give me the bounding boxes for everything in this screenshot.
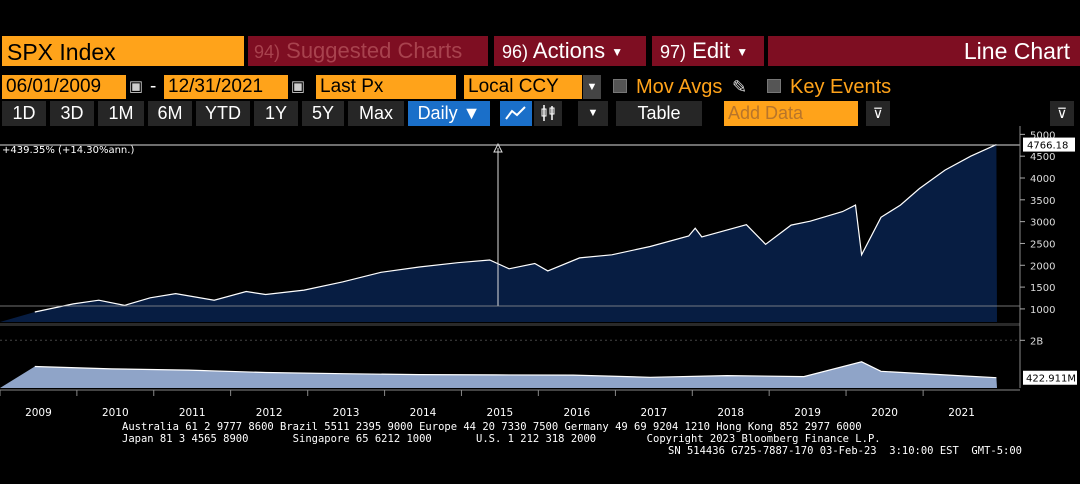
- volume-tick-label: 2B: [1030, 336, 1043, 347]
- period-1m[interactable]: 1M: [98, 101, 144, 126]
- add-data-input[interactable]: Add Data: [724, 101, 858, 126]
- price-tick-label: 3500: [1030, 196, 1055, 207]
- edit-menu[interactable]: 97) Edit ▼: [652, 36, 764, 66]
- edit-label: Edit: [692, 38, 731, 63]
- price-line: [34, 144, 997, 313]
- x-tick-label: 2014: [410, 407, 437, 419]
- price-tick-label: 5000: [1030, 130, 1055, 141]
- currency-selector[interactable]: Local CCY: [464, 75, 582, 99]
- actions-label: Actions: [532, 38, 606, 63]
- pencil-icon[interactable]: ✎: [732, 77, 748, 97]
- last-volume-box: [1023, 370, 1077, 385]
- chart-type-title: Line Chart: [768, 36, 1080, 66]
- period-5y[interactable]: 5Y: [302, 101, 344, 126]
- x-tick-label: 2016: [564, 407, 591, 419]
- volume-area: [0, 361, 997, 388]
- end-date-text: 12/31/2021: [168, 76, 264, 97]
- last-price-box: [1023, 137, 1075, 152]
- calendar-icon[interactable]: ▣: [128, 78, 144, 95]
- mov-avgs-checkbox[interactable]: [613, 79, 627, 93]
- x-tick-label: 2013: [333, 407, 360, 419]
- volume-panel: [0, 326, 1020, 388]
- ticker-text: SPX Index: [7, 39, 116, 65]
- x-tick-label: 2020: [871, 407, 898, 419]
- volume-line: [34, 361, 997, 379]
- period-max[interactable]: Max: [348, 101, 404, 126]
- marker-arrow-icon: [493, 142, 503, 153]
- price-tick-label: 2500: [1030, 239, 1055, 250]
- panel-separator: [0, 323, 1020, 326]
- mov-avgs-label: Mov Avgs: [636, 76, 723, 98]
- chevron-down-icon: ▼: [736, 45, 749, 60]
- return-annotation: +439.35% (+14.30%ann.): [2, 145, 134, 156]
- price-tick-label: 1000: [1030, 305, 1055, 316]
- edit-num: 97): [660, 42, 687, 62]
- price-area: [0, 144, 997, 322]
- filter-dropdown-icon[interactable]: ⊽: [1050, 101, 1074, 126]
- key-events-checkbox[interactable]: [767, 79, 781, 93]
- axis-layer: 1000 1500 2000 2500 3000 3500 4000 4500 50004766…: [0, 126, 1077, 419]
- x-tick-label: 2018: [717, 407, 744, 419]
- price-tick-label: 3000: [1030, 218, 1055, 229]
- x-tick-label: 2009: [25, 407, 52, 419]
- x-tick-label: 2012: [256, 407, 283, 419]
- period-3d[interactable]: 3D: [50, 101, 94, 126]
- chevron-down-icon: ▼: [611, 45, 624, 60]
- actions-menu[interactable]: 96) Actions ▼: [494, 36, 646, 66]
- x-tick-label: 2010: [102, 407, 129, 419]
- chevron-down-icon: ▼: [462, 103, 481, 123]
- price-tick-label: 1500: [1030, 283, 1055, 294]
- price-panel: +439.35% (+14.30%ann.): [0, 126, 1020, 326]
- start-date-field[interactable]: 06/01/2009: [2, 75, 126, 99]
- footer-timestamp: SN 514436 G725-7887-170 03-Feb-23 3:10:0…: [668, 445, 1023, 457]
- actions-num: 96): [502, 42, 529, 62]
- footer-contacts-1: Australia 61 2 9777 8600 Brazil 5511 239…: [122, 421, 862, 433]
- last-volume-label: 422.911M: [1026, 374, 1076, 385]
- price-tick-label: 4000: [1030, 174, 1055, 185]
- calendar-icon[interactable]: ▣: [290, 78, 306, 95]
- suggested-num: 94): [254, 42, 281, 62]
- suggested-label: Suggested Charts: [286, 38, 463, 63]
- period-6m[interactable]: 6M: [148, 101, 192, 126]
- currency-text: Local CCY: [468, 76, 559, 97]
- chevron-down-icon[interactable]: ▼: [583, 75, 601, 99]
- frequency-selector[interactable]: Daily ▼: [408, 101, 490, 126]
- chart-title-text: Line Chart: [963, 38, 1070, 64]
- x-tick-label: 2017: [640, 407, 667, 419]
- line-chart-icon[interactable]: [500, 101, 532, 126]
- end-date-field[interactable]: 12/31/2021: [164, 75, 288, 99]
- key-events-label: Key Events: [790, 76, 892, 98]
- field-text: Last Px: [320, 76, 384, 97]
- period-1d[interactable]: 1D: [2, 101, 46, 126]
- field-selector[interactable]: Last Px: [316, 75, 456, 99]
- period-ytd[interactable]: YTD: [196, 101, 250, 126]
- ticker-field[interactable]: SPX Index: [2, 36, 244, 66]
- candlestick-icon[interactable]: [534, 101, 562, 126]
- filter-dropdown-icon[interactable]: ⊽: [866, 101, 890, 126]
- price-tick-label: 4500: [1030, 152, 1055, 163]
- x-tick-label: 2021: [948, 407, 975, 419]
- suggested-charts-menu[interactable]: 94) Suggested Charts: [248, 36, 488, 66]
- last-price-label: 4766.18: [1027, 141, 1068, 152]
- start-date-text: 06/01/2009: [6, 76, 102, 97]
- footer-contacts-2: Japan 81 3 4565 8900 Singapore 65 6212 1…: [122, 433, 881, 445]
- price-tick-label: 2000: [1030, 261, 1055, 272]
- x-tick-label: 2015: [487, 407, 514, 419]
- chevron-down-icon[interactable]: ▼: [578, 101, 608, 126]
- price-chart[interactable]: +439.35% (+14.30%ann.) 1000 1500 2000 2500 3…: [0, 126, 1080, 484]
- date-separator: -: [150, 76, 157, 97]
- x-tick-label: 2011: [179, 407, 206, 419]
- x-tick-label: 2019: [794, 407, 821, 419]
- frequency-text: Daily: [417, 103, 458, 123]
- table-button[interactable]: Table: [616, 101, 702, 126]
- period-1y[interactable]: 1Y: [254, 101, 298, 126]
